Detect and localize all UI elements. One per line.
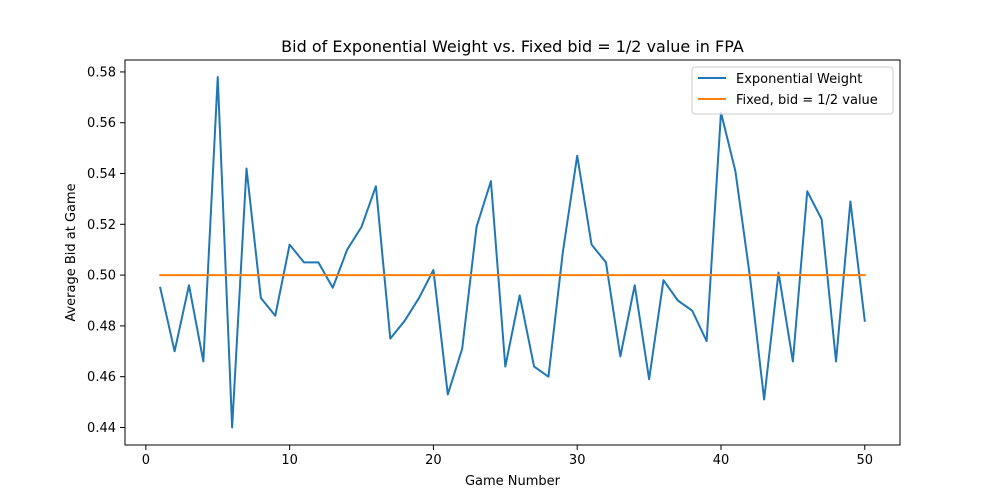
x-tick-label: 10 [281, 453, 298, 468]
y-tick-label: 0.44 [87, 421, 116, 436]
y-tick-label: 0.46 [87, 370, 116, 385]
legend-box [691, 66, 894, 115]
x-tick-label: 0 [142, 453, 150, 468]
y-tick-label: 0.52 [87, 218, 116, 233]
y-tick-label: 0.56 [87, 116, 116, 131]
plot-area [159, 76, 866, 429]
legend-label-exponential-weight: Exponential Weight [736, 72, 862, 87]
y-tick-label: 0.54 [87, 167, 116, 182]
y-axis-label: Average Bid at Game [64, 183, 79, 321]
y-axis-ticks: 0.44 0.46 0.48 0.50 0.52 0.54 0.56 0.58 [87, 65, 125, 436]
x-axis-ticks: 0 10 20 30 40 50 [142, 445, 873, 468]
x-tick-label: 30 [569, 453, 586, 468]
x-tick-label: 50 [856, 453, 873, 468]
plot-frame [124, 59, 901, 446]
y-tick-label: 0.48 [87, 319, 116, 334]
x-axis-label: Game Number [465, 474, 561, 489]
x-tick-label: 40 [713, 453, 730, 468]
chart-title: Bid of Exponential Weight vs. Fixed bid … [281, 37, 744, 56]
legend-label-fixed-bid: Fixed, bid = 1/2 value [736, 93, 878, 108]
legend: Exponential Weight Fixed, bid = 1/2 valu… [691, 66, 894, 115]
series-line-exponential-weight [159, 76, 866, 429]
x-tick-label: 20 [425, 453, 442, 468]
y-tick-label: 0.58 [87, 65, 116, 80]
y-tick-label: 0.50 [87, 269, 116, 284]
